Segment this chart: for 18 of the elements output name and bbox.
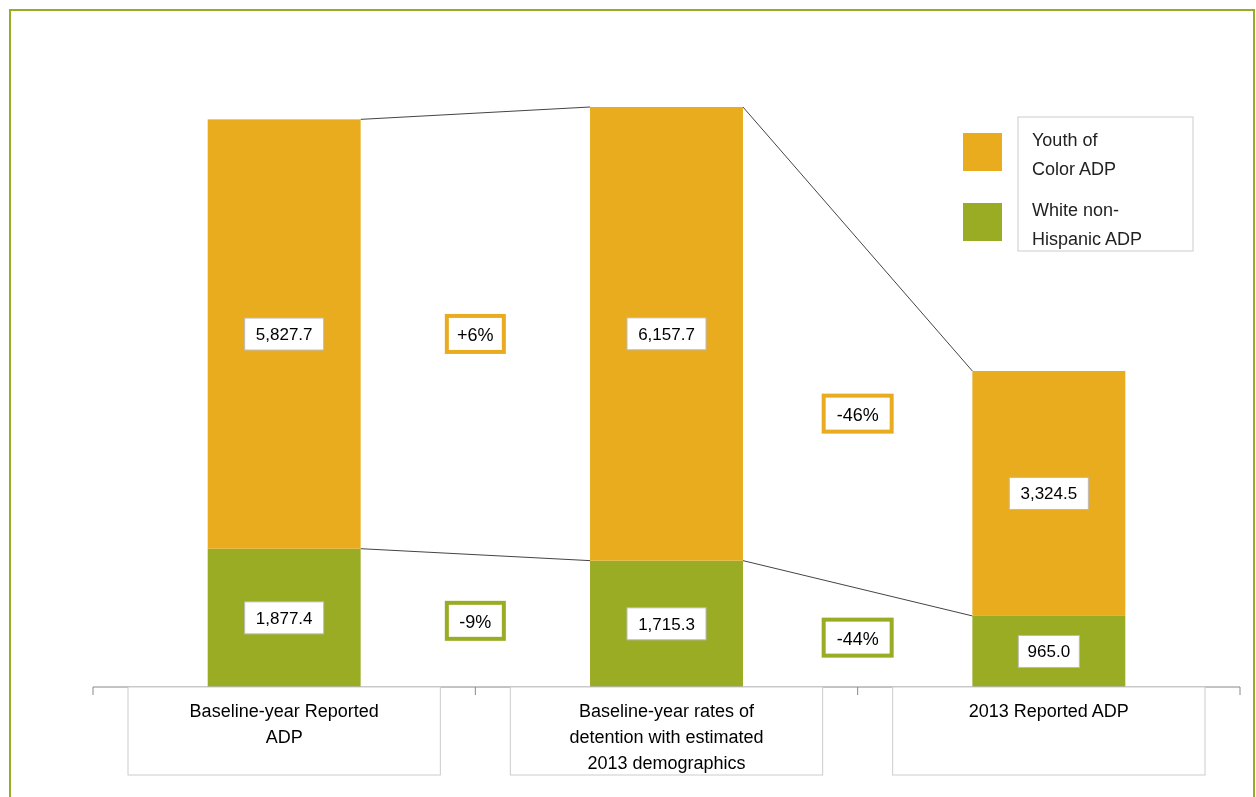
x-tick-label: 2013 Reported ADP — [968, 701, 1129, 721]
annotation: -9% — [459, 611, 492, 632]
annotation: -46% — [836, 404, 879, 425]
bar — [590, 107, 743, 561]
legend-label: Youth of Color ADP — [1032, 130, 1117, 179]
data-label: 1,715.3 — [638, 614, 695, 634]
x-tick-label: Baseline-year rates of detention with estimated 2013 demographics — [569, 701, 764, 773]
legend-label: White non-Hispanic ADP — [1032, 200, 1143, 249]
data-label: 6,157.7 — [638, 324, 695, 344]
x-tick-label: Baseline-year Reported ADP — [189, 701, 379, 747]
data-label: 3,324.5 — [1020, 484, 1078, 504]
data-label: 965.0 — [1027, 642, 1071, 662]
data-label: 1,877.4 — [255, 608, 313, 628]
data-label: 5,827.7 — [255, 325, 313, 345]
bar — [972, 371, 1126, 616]
annotation: -44% — [836, 628, 879, 649]
bar — [207, 119, 361, 549]
annotation: +6% — [457, 324, 494, 345]
